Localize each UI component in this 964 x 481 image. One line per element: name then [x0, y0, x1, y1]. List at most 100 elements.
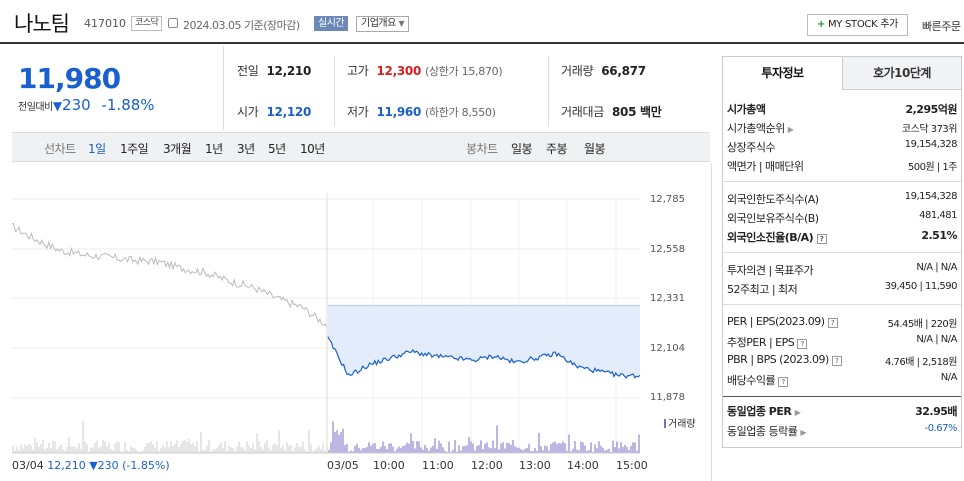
info-row: 상장주식수 19,154,328: [727, 139, 958, 157]
chevron-right-icon: ▶: [794, 408, 801, 417]
period-10y[interactable]: 10년: [300, 142, 325, 156]
info-label-text: 동일업종 PER: [727, 405, 792, 418]
volume: 거래량 66,877: [561, 62, 646, 79]
help-icon[interactable]: ?: [831, 356, 842, 366]
market-badge: 코스닥: [131, 16, 163, 31]
change-rate: -1.88%: [101, 96, 155, 114]
add-my-stock-button[interactable]: + MY STOCK 추가: [807, 14, 908, 36]
volume-label: 거래량: [561, 64, 594, 78]
x-tick-label: 15:00: [616, 459, 648, 472]
low-label: 저가: [347, 105, 369, 119]
info-value: 500원 | 1주: [907, 162, 958, 173]
prev-day-close: 12,210 ▼230 (-1.85%): [47, 459, 170, 472]
info-value: N/A | N/A: [916, 262, 957, 273]
volume-legend-swatch: [664, 419, 666, 428]
info-row: 배당수익률 ? N/A: [727, 372, 958, 390]
info-label: 액면가 | 매매단위: [727, 160, 804, 173]
trade-amount: 거래대금 805 백만: [561, 103, 662, 120]
stock-name: 나노팀: [14, 12, 70, 36]
high-price: 고가 12,300 (상한가 15,870): [347, 62, 503, 79]
info-row: 외국인한도주식수(A) 19,154,328: [727, 191, 958, 209]
period-1d[interactable]: 1일: [88, 142, 106, 156]
divider: [723, 304, 961, 305]
info-label-text: 외국인소진율(B/A): [727, 231, 814, 244]
period-1w[interactable]: 1주일: [120, 142, 149, 156]
candle-chart-label: 봉차트: [466, 142, 498, 156]
current-price-panel: 11,980 전일대비▼230 -1.88%: [12, 56, 222, 130]
divider: [723, 396, 961, 397]
info-label: 외국인한도주식수(A): [727, 193, 819, 206]
info-row: 52주최고 | 최저 39,450 | 11,590: [727, 281, 958, 299]
current-price: 11,980: [18, 62, 121, 95]
company-overview-dropdown[interactable]: 기업개요 ▼: [356, 16, 410, 32]
prev-close: 전일 12,210: [237, 62, 311, 79]
info-value: 4.76배 | 2,518원: [884, 357, 958, 368]
upper-limit: (상한가 15,870): [425, 65, 503, 78]
info-label: PER | EPS(2023.09) ?: [727, 315, 838, 328]
info-value: 2.51%: [921, 229, 957, 242]
divider: [548, 56, 549, 126]
x-tick-label: 12:00: [471, 459, 503, 472]
info-label-text: PER | EPS(2023.09): [727, 315, 825, 328]
help-icon[interactable]: ?: [816, 234, 827, 244]
candle-monthly[interactable]: 월봉: [584, 142, 606, 156]
volume-legend: 거래량: [664, 415, 696, 430]
info-label-text: 동일업종 등락률: [727, 425, 798, 438]
info-row: PER | EPS(2023.09) ? 54.45배 | 220원: [727, 315, 958, 333]
info-value: 481,481: [919, 210, 957, 221]
y-tick-label: 12,331: [650, 293, 685, 304]
info-row[interactable]: 동일업종 등락률 ▶ -0.67%: [727, 423, 958, 441]
info-value: N/A | N/A: [916, 334, 957, 345]
tab-invest-info[interactable]: 투자정보: [723, 57, 842, 90]
quick-order-link[interactable]: 빠른주문: [922, 20, 961, 33]
info-label-text: 시가총액순위: [727, 122, 785, 135]
help-icon[interactable]: ?: [797, 339, 808, 349]
info-label: 동일업종 등락률 ▶: [727, 423, 806, 439]
prev-day-date: 03/04: [12, 459, 44, 472]
period-1y[interactable]: 1년: [205, 142, 223, 156]
info-row: 투자의견 | 목표주가 N/A | N/A: [727, 262, 957, 280]
info-label-text: PBR | BPS (2023.09): [727, 353, 829, 366]
volume-legend-label: 거래량: [668, 419, 696, 430]
info-value: 54.45배 | 220원: [887, 319, 958, 330]
prev-day-price-line: [11, 222, 328, 328]
clock-icon: [168, 18, 178, 28]
help-icon[interactable]: ?: [778, 377, 789, 387]
help-icon[interactable]: ?: [827, 318, 838, 328]
info-row[interactable]: 시가총액순위 ▶ 코스닥 373위: [727, 120, 958, 138]
info-value: 코스닥 373위: [901, 124, 958, 135]
realtime-button[interactable]: 실시간: [314, 16, 349, 31]
info-label: 52주최고 | 최저: [727, 283, 798, 296]
period-5y[interactable]: 5년: [268, 142, 286, 156]
down-triangle-icon: ▼: [52, 99, 63, 113]
trade-amount-value: 805 백만: [611, 105, 662, 119]
info-row: 추정PER | EPS ? N/A | N/A: [727, 334, 957, 352]
divider: [723, 181, 961, 182]
candle-weekly[interactable]: 주봉: [546, 142, 568, 156]
period-3m[interactable]: 3개월: [163, 142, 192, 156]
x-tick-label: 11:00: [422, 459, 454, 472]
chart-period-bar: 선차트 1일 1주일 3개월 1년 3년 5년 10년 봉차트 일봉 주봉 월봉: [12, 132, 710, 162]
y-tick-label: 12,104: [650, 343, 685, 354]
info-row[interactable]: 동일업종 PER ▶ 32.95배: [727, 403, 957, 421]
prev-close-label: 전일: [237, 64, 259, 78]
info-value: 32.95배: [915, 405, 957, 418]
info-label: 동일업종 PER ▶: [727, 403, 801, 419]
info-label: 상장주식수: [727, 141, 776, 154]
candle-daily[interactable]: 일봉: [511, 142, 533, 156]
period-3y[interactable]: 3년: [237, 142, 255, 156]
open-label: 시가: [237, 105, 259, 119]
info-label: 외국인보유주식수(B): [727, 212, 819, 225]
info-value: 19,154,328: [904, 139, 958, 150]
chevron-down-icon: ▼: [398, 19, 405, 28]
info-label: 시가총액: [727, 103, 766, 116]
price-area-fill: [328, 305, 640, 378]
info-label: 투자의견 | 목표주가: [727, 264, 814, 277]
tab-quote-10[interactable]: 호가10단계: [842, 57, 961, 90]
info-label: 배당수익률 ?: [727, 372, 789, 388]
info-value: 19,154,328: [904, 191, 958, 202]
info-row: 외국인소진율(B/A) ? 2.51%: [727, 229, 957, 247]
investment-info-panel: 투자정보 호가10단계 시가총액 2,295억원 시가총액순위 ▶ 코스닥 373위…: [722, 56, 962, 448]
stock-header: 나노팀 417010 코스닥 2024.03.05 기준(장마감) 실시간 기업…: [0, 0, 964, 44]
company-overview-label: 기업개요: [361, 18, 396, 29]
